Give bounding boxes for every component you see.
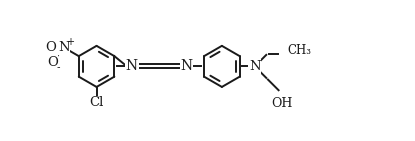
Text: Cl: Cl <box>89 96 104 109</box>
Text: CH₃: CH₃ <box>288 44 312 57</box>
Text: +: + <box>66 37 73 47</box>
Text: N: N <box>249 60 261 73</box>
Text: N: N <box>126 59 138 73</box>
Text: O: O <box>47 56 58 69</box>
Text: N: N <box>181 59 193 73</box>
Text: O: O <box>45 41 56 54</box>
Text: N: N <box>58 41 70 54</box>
Text: -: - <box>57 62 60 72</box>
Text: OH: OH <box>271 97 292 110</box>
